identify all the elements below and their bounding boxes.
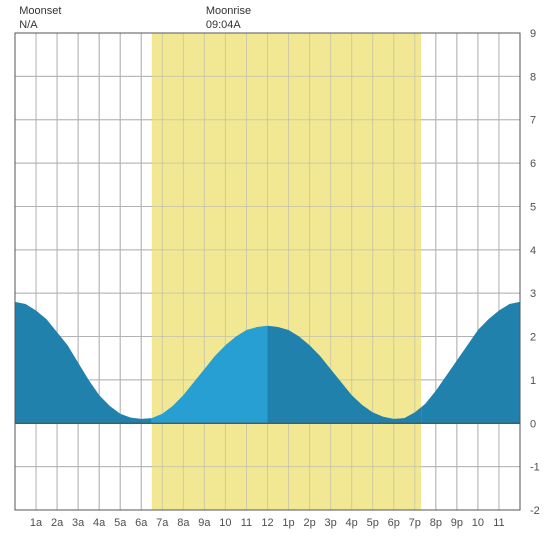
y-tick-label: 5 (530, 201, 536, 213)
x-tick-label: 2a (51, 517, 64, 529)
x-tick-label: 11 (241, 517, 252, 529)
x-tick-label: 9p (451, 517, 463, 529)
x-tick-label: 6p (388, 517, 400, 529)
x-tick-label: 7a (156, 517, 169, 529)
x-tick-label: 4p (346, 517, 358, 529)
y-tick-label: 3 (530, 288, 536, 300)
x-tick-label: 7p (409, 517, 421, 529)
y-tick-label: 7 (530, 115, 536, 127)
y-tick-label: -1 (530, 462, 540, 474)
x-tick-label: 10 (472, 517, 484, 529)
x-tick-label: 2p (303, 517, 315, 529)
x-tick-label: 9a (198, 517, 211, 529)
y-tick-label: -2 (530, 505, 540, 517)
y-tick-label: 1 (530, 375, 536, 387)
x-tick-label: 6a (135, 517, 148, 529)
y-tick-label: 9 (530, 28, 536, 40)
daylight-band (152, 33, 421, 510)
x-tick-label: 1a (30, 517, 43, 529)
x-tick-label: 5p (367, 517, 379, 529)
x-tick-label: 8p (430, 517, 442, 529)
x-tick-label: 1p (282, 517, 294, 529)
x-tick-label: 12 (261, 517, 273, 529)
x-tick-label: 3a (72, 517, 85, 529)
y-tick-label: 4 (530, 245, 536, 257)
chart-canvas: -2-101234567891a2a3a4a5a6a7a8a9a1011121p… (0, 0, 550, 550)
y-tick-label: 0 (530, 418, 536, 430)
y-tick-label: 6 (530, 158, 536, 170)
x-tick-label: 4a (93, 517, 106, 529)
y-tick-label: 2 (530, 332, 536, 344)
x-tick-label: 10 (219, 517, 231, 529)
tide-chart: -2-101234567891a2a3a4a5a6a7a8a9a1011121p… (0, 0, 550, 550)
x-tick-label: 5a (114, 517, 127, 529)
x-tick-label: 8a (177, 517, 190, 529)
x-tick-label: 11 (493, 517, 504, 529)
y-tick-label: 8 (530, 71, 536, 83)
x-tick-label: 3p (325, 517, 337, 529)
